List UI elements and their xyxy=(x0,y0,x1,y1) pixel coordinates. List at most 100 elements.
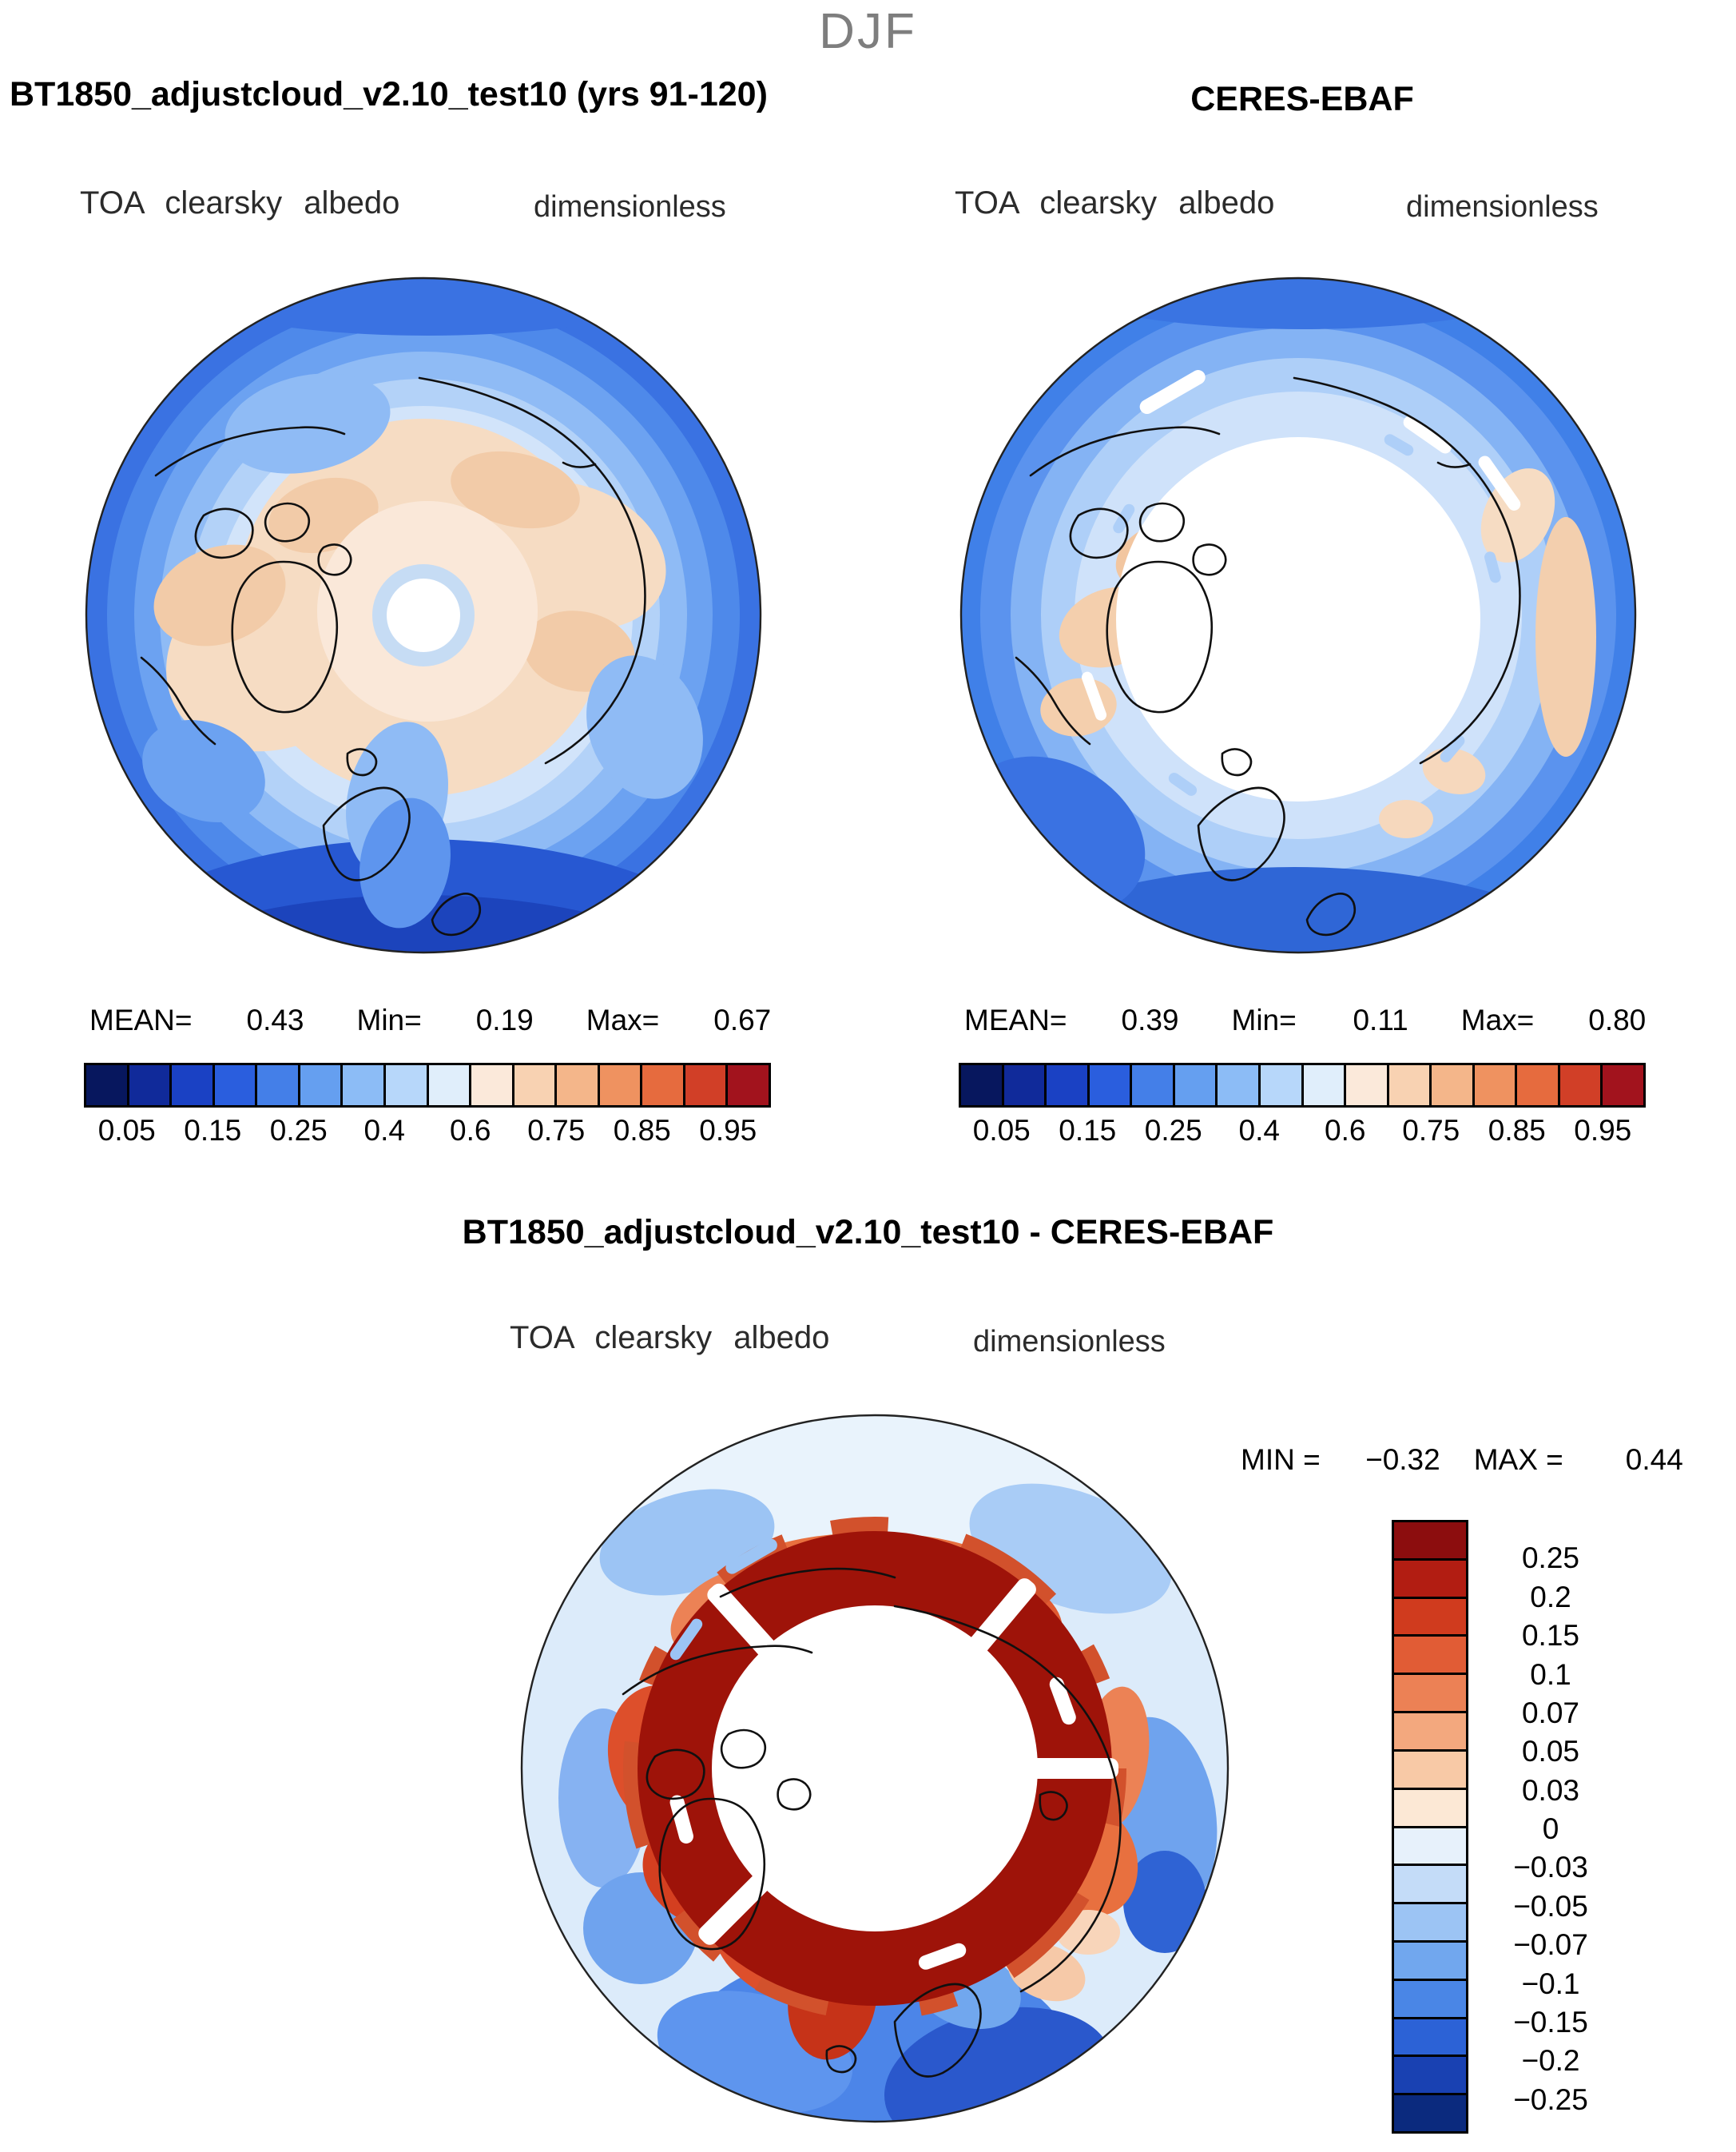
colorbar-cell xyxy=(1218,1065,1261,1105)
colorbar-tick-label: 0.05 xyxy=(972,1114,1031,1147)
colorbar-cell xyxy=(1394,1637,1466,1676)
colorbar-cell xyxy=(214,1065,258,1105)
colorbar-cell xyxy=(428,1065,472,1105)
colorbar-cell xyxy=(1394,1675,1466,1714)
colorbar-tick-label: −0.25 xyxy=(1513,2082,1588,2116)
colorbar-cell xyxy=(1388,1065,1432,1105)
max-label: Max= xyxy=(1460,1004,1535,1036)
colorbar-tick-label: 0.15 xyxy=(1059,1114,1117,1147)
diff-colorbar: 0.25 0.2 0.15 0.1 0.07 0.05 0.03 0 −0.03 −0.05 −0.… xyxy=(1392,1520,1588,2134)
season-title: DJF xyxy=(819,4,917,59)
colorbar-tick-label: 0.1 xyxy=(1530,1657,1571,1691)
colorbar-cell xyxy=(642,1065,685,1105)
colorbar-cell xyxy=(961,1065,1004,1105)
colorbar-cell xyxy=(1394,1828,1466,1867)
mean-label: MEAN= xyxy=(964,1004,1067,1036)
colorbar-tick-label: 0.85 xyxy=(613,1114,671,1147)
colorbar-tick-label: 0.15 xyxy=(184,1114,242,1147)
diff-stats: MIN = −0.32 MAX = 0.44 xyxy=(1241,1443,1683,1477)
colorbar-tick-label: 0.95 xyxy=(699,1114,757,1147)
colorbar-cell xyxy=(172,1065,215,1105)
map-boundary xyxy=(959,276,1637,954)
map-boundary xyxy=(520,1414,1230,2123)
diff-field-label: TOA clearsky albedo xyxy=(510,1320,830,1355)
colorbar-cell xyxy=(514,1065,558,1105)
coastlines xyxy=(622,1567,1122,2078)
colorbar-cell xyxy=(1394,1942,1466,1981)
colorbar-tick-label: −0.1 xyxy=(1521,1967,1580,2000)
colorbar-tick-label: 0 xyxy=(1542,1812,1559,1845)
colorbar-tick-label: 0.6 xyxy=(1325,1114,1366,1147)
colorbar-tick-label: −0.03 xyxy=(1513,1851,1588,1884)
map-boundary xyxy=(85,276,762,954)
diff-map-svg xyxy=(520,1414,1230,2123)
colorbar-cell xyxy=(1394,1598,1466,1637)
sea-intrusions xyxy=(142,373,703,929)
coastlines xyxy=(140,376,646,937)
colorbar-cell xyxy=(1132,1065,1175,1105)
colorbar-tick-label: 0.2 xyxy=(1530,1580,1571,1613)
max-label: Max= xyxy=(586,1004,660,1036)
colorbar-tick-label: 0.05 xyxy=(1521,1735,1579,1768)
max-value: 0.44 xyxy=(1625,1443,1683,1476)
colorbar-cell xyxy=(1394,1789,1466,1828)
max-value: 0.80 xyxy=(1588,1004,1647,1036)
colorbar-cell xyxy=(728,1065,769,1105)
colorbar-cell xyxy=(1474,1065,1518,1105)
colorbar-cell xyxy=(1303,1065,1347,1105)
max-value: 0.67 xyxy=(713,1004,772,1036)
colorbar-cell xyxy=(1394,1980,1466,2019)
colorbar-cell xyxy=(1394,1751,1466,1790)
colorbar-tick-label: 0.05 xyxy=(97,1114,156,1147)
colorbar-cell xyxy=(1394,1522,1466,1561)
colorbar-cell xyxy=(1394,1904,1466,1943)
min-label: Min= xyxy=(356,1004,422,1036)
colorbar-cell xyxy=(1174,1065,1218,1105)
colorbar-tick-label: 0.03 xyxy=(1521,1773,1579,1807)
colorbar-cell xyxy=(1260,1065,1304,1105)
obs-colorbar: 0.05 0.15 0.25 0.4 0.6 0.75 0.85 0.95 xyxy=(959,1063,1646,1154)
mean-value: 0.43 xyxy=(246,1004,304,1036)
model-panel-title: BT1850_adjustcloud_v2.10_test10 (yrs 91-… xyxy=(10,75,768,113)
max-label: MAX = xyxy=(1473,1443,1563,1476)
colorbar-cell xyxy=(1089,1065,1133,1105)
colorbar-cell xyxy=(1346,1065,1389,1105)
missing-data-region xyxy=(1081,370,1521,802)
model-map-layers xyxy=(86,278,761,953)
blue-ring-dashes xyxy=(669,1538,777,1661)
obs-map-layers xyxy=(961,278,1635,953)
colorbar-cell xyxy=(1517,1065,1560,1105)
colorbar-cell xyxy=(599,1065,643,1105)
colorbar-cell xyxy=(385,1065,429,1105)
colorbar-cell xyxy=(257,1065,300,1105)
colorbar-tick-label: −0.2 xyxy=(1521,2044,1580,2078)
min-value: 0.19 xyxy=(475,1004,534,1036)
colorbar-tick-label: 0.6 xyxy=(450,1114,491,1147)
colorbar-cell xyxy=(1394,1560,1466,1599)
colorbar-tick-label: 0.85 xyxy=(1488,1114,1546,1147)
colorbar-cell xyxy=(1003,1065,1047,1105)
colorbar-cell xyxy=(86,1065,129,1105)
obs-field-label: TOA clearsky albedo xyxy=(955,185,1275,221)
colorbar-cell xyxy=(685,1065,729,1105)
obs-map xyxy=(959,276,1638,955)
diff-map xyxy=(519,1413,1230,2124)
model-units-label: dimensionless xyxy=(534,190,726,224)
model-map xyxy=(84,276,763,955)
mean-value: 0.39 xyxy=(1121,1004,1179,1036)
colorbar-cell xyxy=(1394,2095,1466,2131)
colorbar-cell xyxy=(300,1065,344,1105)
colorbar-cell xyxy=(129,1065,173,1105)
colorbar-cell xyxy=(1603,1065,1643,1105)
obs-units-label: dimensionless xyxy=(1406,190,1599,224)
colorbar-tick-label: 0.4 xyxy=(363,1114,405,1147)
min-value: −0.32 xyxy=(1365,1443,1440,1476)
colorbar-tick-label: 0.4 xyxy=(1238,1114,1280,1147)
colorbar-cell xyxy=(1394,1713,1466,1752)
colorbar-tick-label: 0.25 xyxy=(1144,1114,1202,1147)
min-value: 0.11 xyxy=(1353,1004,1408,1036)
obs-map-svg xyxy=(959,276,1637,954)
model-map-svg xyxy=(85,276,762,954)
colorbar-cell xyxy=(471,1065,514,1105)
min-label: Min= xyxy=(1231,1004,1297,1036)
